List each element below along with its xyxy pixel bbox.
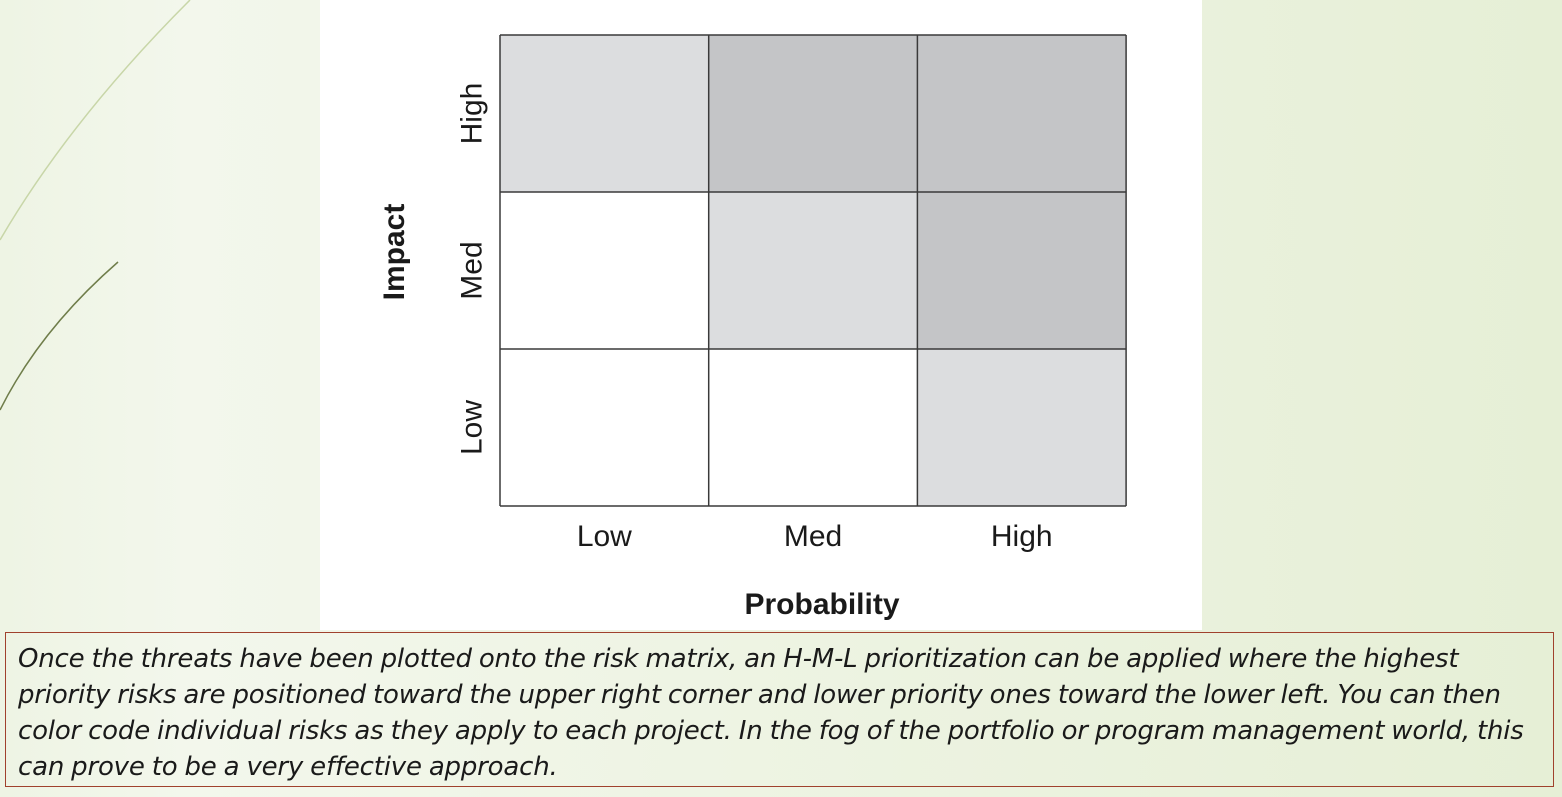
y-tick-label-med: Med — [456, 241, 489, 299]
x-tick-label-med: Med — [784, 520, 842, 553]
x-tick-label-low: Low — [577, 520, 632, 553]
y-tick-label-high: High — [456, 83, 489, 145]
cell-high-probability-med-impact — [917, 192, 1127, 349]
x-axis-ticks: Low Med High — [577, 520, 1053, 553]
y-axis-title: Impact — [378, 204, 411, 301]
slide-decoration — [0, 0, 191, 411]
y-axis-ticks: Low Med High — [456, 83, 489, 455]
risk-matrix: Low Med High Low Med High Probability Impact — [378, 34, 1127, 621]
caption-text: Once the threats have been plotted onto … — [18, 644, 1524, 782]
x-axis-title: Probability — [744, 588, 899, 621]
cell-low-probability-low-impact — [500, 349, 709, 506]
cell-med-probability-high-impact — [708, 35, 918, 192]
cell-med-probability-med-impact — [708, 192, 918, 349]
x-tick-label-high: High — [991, 520, 1053, 553]
decorative-curve-dark — [0, 261, 119, 411]
caption-box: Once the threats have been plotted onto … — [5, 632, 1554, 787]
matrix-cells — [500, 35, 1127, 506]
cell-low-probability-high-impact — [500, 35, 709, 192]
matrix-gridlines — [499, 34, 1127, 507]
cell-low-probability-med-impact — [500, 192, 709, 349]
y-tick-label-low: Low — [456, 400, 489, 455]
cell-high-probability-high-impact — [917, 35, 1127, 192]
figure-panel: Low Med High Low Med High Probability Impact — [320, 0, 1202, 630]
cell-med-probability-low-impact — [708, 349, 918, 506]
decorative-curve-thin — [0, 0, 191, 241]
cell-high-probability-low-impact — [917, 349, 1127, 506]
